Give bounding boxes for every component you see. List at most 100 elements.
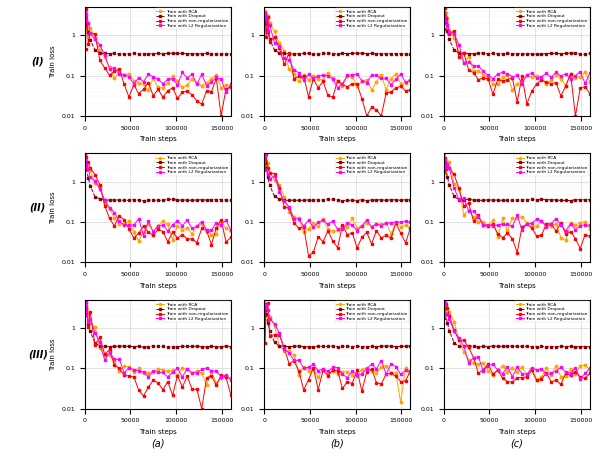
Train with RCA [499, 216, 506, 221]
Train with non-regularization [193, 240, 200, 246]
Train with non-regularization [85, 160, 92, 165]
Train with RCA [223, 82, 230, 88]
Train with Dropout [149, 197, 157, 203]
Train with Dropout [543, 51, 550, 56]
Train with non-regularization [470, 219, 477, 224]
Train with non-regularization [86, 30, 94, 36]
Train with Dropout [140, 51, 147, 56]
Train with non-regularization [572, 236, 579, 241]
Train with non-regularization [125, 226, 133, 232]
Train with RCA [528, 74, 535, 80]
Train with RCA [523, 373, 530, 378]
Train with Dropout [470, 344, 477, 349]
Train with L2 Regularization [567, 370, 574, 376]
Train with Dropout [548, 344, 555, 349]
Train with RCA [373, 221, 380, 227]
Train with RCA [140, 370, 147, 375]
Train with L2 Regularization [383, 220, 390, 226]
Train with L2 Regularization [397, 219, 404, 225]
Train with RCA [281, 194, 288, 200]
Train with Dropout [446, 328, 453, 334]
Train with L2 Regularization [106, 350, 113, 356]
Train with non-regularization [543, 370, 550, 375]
Train with L2 Regularization [179, 223, 186, 228]
Train with RCA [262, 295, 269, 301]
Train with L2 Regularization [562, 228, 569, 234]
Train with L2 Regularization [198, 71, 205, 77]
Train with Dropout [198, 197, 205, 202]
Train with Dropout [479, 198, 487, 203]
Train with non-regularization [271, 171, 278, 176]
Train with RCA [81, 10, 88, 16]
Train with L2 Regularization [286, 204, 293, 210]
Train with Dropout [96, 343, 103, 349]
Train with non-regularization [164, 239, 172, 245]
Train with RCA [169, 73, 176, 79]
Train with Dropout [494, 344, 502, 349]
Train with L2 Regularization [581, 222, 589, 228]
Train with non-regularization [572, 369, 579, 375]
Train with RCA [402, 365, 409, 370]
Train with Dropout [518, 51, 526, 57]
Train with RCA [96, 183, 103, 189]
Train with Dropout [262, 165, 269, 171]
Train with non-regularization [116, 213, 123, 219]
Train with L2 Regularization [339, 81, 346, 86]
Train with L2 Regularization [262, 167, 269, 173]
Train with Dropout [271, 193, 278, 199]
Train with RCA [203, 227, 210, 232]
Train with non-regularization [154, 380, 161, 386]
Train with RCA [130, 229, 137, 235]
Train with RCA [169, 237, 176, 243]
Train with RCA [455, 337, 463, 343]
Train with RCA [86, 167, 94, 173]
Train with Dropout [377, 51, 385, 56]
Train with non-regularization [358, 96, 365, 101]
Train with non-regularization [96, 335, 103, 340]
Train with non-regularization [538, 376, 545, 382]
Train with Dropout [446, 182, 453, 188]
Train with non-regularization [440, 155, 448, 161]
Train with non-regularization [586, 91, 593, 97]
Train with non-regularization [262, 341, 269, 346]
Train with L2 Regularization [368, 73, 375, 78]
Train with L2 Regularization [392, 76, 400, 82]
Train with RCA [319, 366, 326, 372]
Train with Dropout [82, 13, 89, 18]
Train with RCA [548, 77, 555, 83]
Train with L2 Regularization [149, 229, 157, 235]
Train with Dropout [442, 19, 449, 25]
Line: Train with RCA: Train with RCA [263, 9, 412, 91]
Train with RCA [160, 219, 167, 224]
Train with non-regularization [174, 96, 181, 101]
Train with RCA [363, 220, 370, 226]
Train with non-regularization [475, 77, 482, 82]
Train with non-regularization [377, 113, 385, 119]
Train with non-regularization [509, 75, 516, 81]
Train with non-regularization [83, 6, 90, 11]
Train with Dropout [81, 156, 88, 162]
Train with RCA [484, 223, 491, 228]
Train with Dropout [523, 344, 530, 349]
Train with non-regularization [262, 301, 269, 307]
Train with Dropout [262, 20, 269, 26]
Train with L2 Regularization [262, 14, 269, 20]
Train with RCA [286, 66, 293, 72]
Train with L2 Regularization [184, 75, 191, 81]
Train with non-regularization [470, 355, 477, 360]
Train with RCA [383, 220, 390, 226]
Train with non-regularization [397, 379, 404, 384]
Train with L2 Regularization [111, 210, 118, 216]
Train with Dropout [314, 343, 322, 349]
Train with non-regularization [208, 242, 215, 247]
Train with L2 Regularization [344, 375, 351, 381]
Train with RCA [442, 10, 449, 16]
Train with non-regularization [149, 93, 157, 99]
Train with non-regularization [82, 12, 89, 18]
Train with RCA [266, 20, 273, 26]
Train with RCA [154, 223, 161, 228]
Train with RCA [465, 54, 472, 60]
Train with L2 Regularization [281, 55, 288, 61]
Train with Dropout [125, 51, 133, 56]
Train with L2 Regularization [407, 219, 414, 225]
